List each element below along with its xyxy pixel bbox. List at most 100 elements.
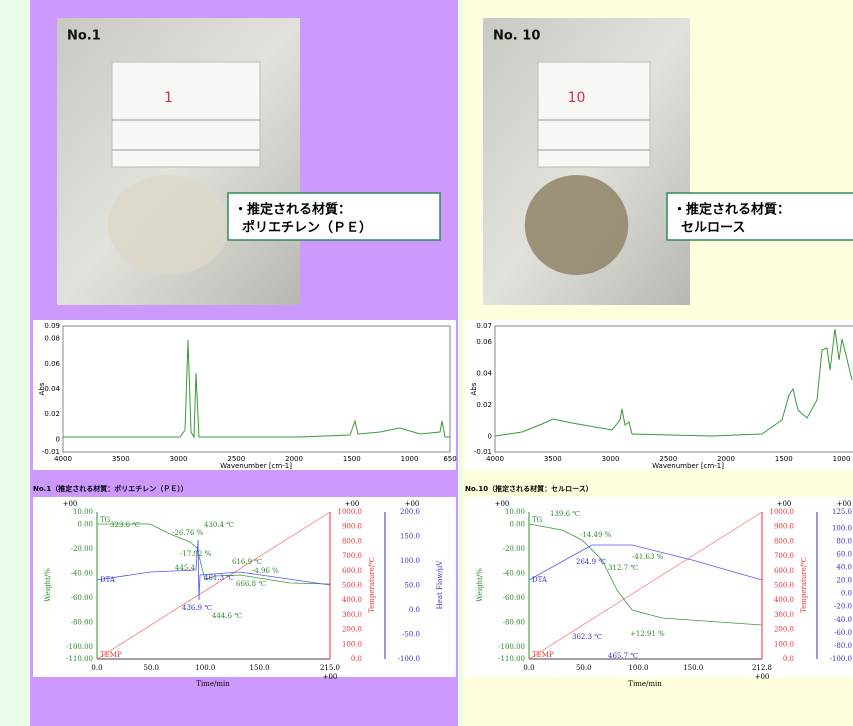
tg-left-tick-label: -100.00 bbox=[66, 643, 93, 651]
tg-right-tick-label: 100.0 bbox=[832, 524, 852, 532]
tg-exponent: +00 bbox=[837, 500, 852, 508]
tg-right-tick-label: 20.0 bbox=[836, 577, 852, 585]
ir-x-label: Wavenumber [cm-1] bbox=[652, 462, 724, 470]
tg-mid-tick-label: 200.0 bbox=[342, 626, 362, 634]
tg-exponent: +00 bbox=[345, 500, 360, 508]
tg-mid-tick-label: 600.0 bbox=[342, 567, 362, 575]
ir-y-tick-label: 0.09 bbox=[44, 322, 60, 330]
tg-mid-tick-label: 1000.0 bbox=[338, 508, 363, 516]
sample-content bbox=[525, 175, 629, 275]
tg-x-tick-label: 100.0 bbox=[195, 664, 215, 672]
ir-x-tick-label: 1000 bbox=[833, 455, 851, 463]
tg-left-tick-label: -110.00 bbox=[498, 655, 525, 663]
tg-x-tick-label: 150.0 bbox=[683, 664, 703, 672]
tg-exponent: +00 bbox=[777, 500, 792, 508]
ir-x-tick-label: 3500 bbox=[112, 455, 130, 463]
tg-mid-tick-label: 700.0 bbox=[774, 552, 794, 560]
ir-x-tick-label: 4000 bbox=[486, 455, 504, 463]
ir-y-tick-label: 0.06 bbox=[44, 360, 60, 368]
tg-left-tick-label: -40.00 bbox=[71, 569, 93, 577]
tg-left-tick-label: -20.00 bbox=[503, 545, 525, 553]
ir-y-label: Abs bbox=[38, 382, 46, 395]
tg-left-tick-label: 10.00 bbox=[73, 508, 93, 516]
tg-x-tick-label: 100.0 bbox=[628, 664, 648, 672]
sample-label-sheet bbox=[112, 62, 260, 167]
ir-x-tick-label: 3500 bbox=[544, 455, 562, 463]
tg-mid-tick-label: 400.0 bbox=[342, 596, 362, 604]
curve-label: TEMP bbox=[532, 651, 554, 659]
tg-mid-tick-label: 0.0 bbox=[783, 655, 794, 663]
ir-y-tick-label: 0.04 bbox=[44, 385, 60, 393]
tg-mid-tick-label: 0.0 bbox=[351, 655, 362, 663]
tg-right-tick-label: 200.0 bbox=[400, 508, 420, 516]
tg-right-tick-label: 100.0 bbox=[400, 557, 420, 565]
tg-left-tick-label: -40.00 bbox=[503, 569, 525, 577]
ir-y-tick-label: 0.07 bbox=[476, 322, 492, 330]
tg-annotation: 666.8 ℃ bbox=[236, 580, 266, 588]
tg-right-tick-label: -20.0 bbox=[834, 603, 852, 611]
ir-y-tick-label: -0.01 bbox=[474, 448, 492, 456]
tg-left-label: Weight/% bbox=[44, 568, 52, 602]
page: {"samples": [ {"id": "No.1", "tag": "1",… bbox=[0, 0, 853, 726]
tg-annotation: 444.6 ℃ bbox=[212, 612, 242, 620]
tg-left-tick-label: -80.00 bbox=[71, 618, 93, 626]
tg-annotation: -17.92 % bbox=[180, 550, 212, 558]
tg-x-label: Time/min bbox=[196, 680, 230, 688]
tg-annotation: 362.3 ℃ bbox=[572, 633, 602, 641]
tg-x-label: Time/min bbox=[628, 680, 662, 688]
tg-left-tick-label: 0.00 bbox=[509, 520, 525, 528]
tg-x-tick-label: 150.0 bbox=[250, 664, 270, 672]
tg-mid-tick-label: 1000.0 bbox=[770, 508, 795, 516]
tg-left-tick-label: -100.00 bbox=[498, 643, 525, 651]
curve-label: TG bbox=[532, 516, 543, 524]
tg-x-tick-label: 0.0 bbox=[523, 664, 534, 672]
tg-mid-tick-label: 400.0 bbox=[774, 596, 794, 604]
tg-mid-tick-label: 800.0 bbox=[342, 537, 362, 545]
material-heading: ・推定される材質： bbox=[673, 202, 790, 218]
tg-left-tick-label: -20.00 bbox=[71, 545, 93, 553]
curve-label: DTA bbox=[532, 576, 548, 584]
tg-annotation: -26.76 % bbox=[172, 529, 204, 537]
tg-right-tick-label: 150.0 bbox=[400, 533, 420, 541]
curve-label: DTA bbox=[100, 576, 116, 584]
tg-annotation: 139.6 ℃ bbox=[550, 510, 580, 518]
tg-annotation: 264.9 ℃ bbox=[576, 558, 606, 566]
tg-mid-tick-label: 700.0 bbox=[342, 552, 362, 560]
tg-exponent: +00 bbox=[755, 673, 770, 681]
tg-x-tick-label: 212.8 bbox=[752, 664, 772, 672]
ir-y-tick-label: 0.02 bbox=[476, 401, 492, 409]
tg-mid-tick-label: 800.0 bbox=[774, 537, 794, 545]
ir-y-tick-label: 0 bbox=[56, 435, 60, 443]
ir-frame bbox=[33, 320, 456, 470]
ir-x-tick-label: 3000 bbox=[170, 455, 188, 463]
tg-annotation: 461.3 ℃ bbox=[204, 574, 234, 582]
tg-left-tick-label: -60.00 bbox=[503, 594, 525, 602]
tg-mid-label: Temperature/℃ bbox=[800, 557, 808, 613]
tg-annotation: -4.96 % bbox=[252, 567, 279, 575]
tg-exponent: +00 bbox=[405, 500, 420, 508]
tg-mid-tick-label: 200.0 bbox=[774, 626, 794, 634]
tg-right-label: Heat Flow/μV bbox=[436, 560, 444, 610]
tg-annotation: 323.6 ℃ bbox=[110, 521, 140, 529]
ir-x-tick-label: 4000 bbox=[54, 455, 72, 463]
tg-exponent: +00 bbox=[495, 500, 510, 508]
curve-label: TEMP bbox=[100, 651, 122, 659]
tg-mid-tick-label: 900.0 bbox=[342, 523, 362, 531]
sample-tag: 10 bbox=[568, 90, 586, 106]
tg-right-tick-label: 60.0 bbox=[836, 550, 852, 558]
tg-left-tick-label: -60.00 bbox=[71, 594, 93, 602]
tg-annotation: -14.49 % bbox=[580, 531, 612, 539]
tg-left-tick-label: 10.00 bbox=[505, 508, 525, 516]
ir-x-tick-label: 1500 bbox=[343, 455, 361, 463]
tg-annotation: +12.91 % bbox=[630, 630, 665, 638]
ir-x-tick-label: 3000 bbox=[602, 455, 620, 463]
ir-x-tick-label: 1000 bbox=[401, 455, 419, 463]
ir-y-tick-label: 0.04 bbox=[476, 369, 492, 377]
tg-mid-label: Temperature/℃ bbox=[368, 557, 376, 613]
tg-right-tick-label: 80.0 bbox=[836, 537, 852, 545]
tg-left-tick-label: -110.00 bbox=[66, 655, 93, 663]
tg-annotation: -41.63 % bbox=[632, 553, 664, 561]
tg-exponent: +00 bbox=[323, 673, 338, 681]
tg-annotation: 312.7 ℃ bbox=[608, 564, 638, 572]
material-name: ポリエチレン（ＰＥ） bbox=[242, 220, 372, 236]
